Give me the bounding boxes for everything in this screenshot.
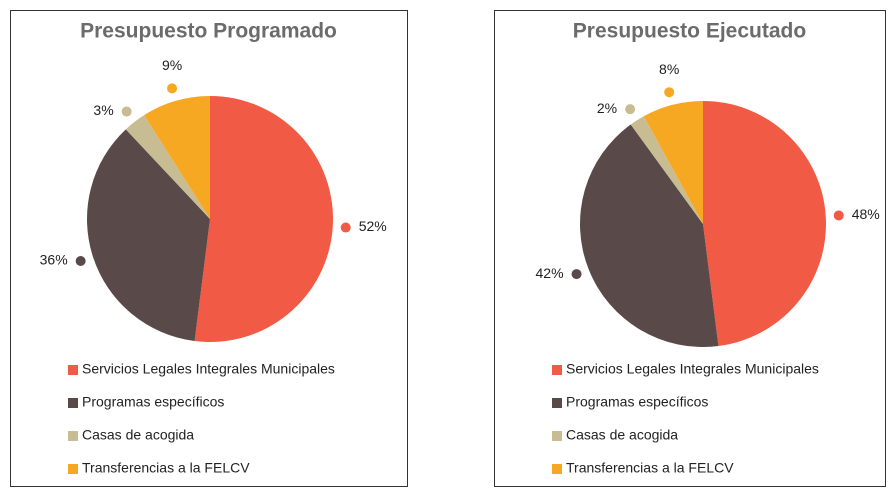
label-dot <box>167 83 178 94</box>
legend-swatch <box>552 464 562 474</box>
legend-swatch <box>68 398 78 408</box>
legend-label: Servicios Legales Integrales Municipales <box>82 361 335 377</box>
data-label: 52% <box>359 218 387 234</box>
pie-slice <box>579 124 719 348</box>
pie-slice <box>144 96 210 219</box>
label-dot <box>340 222 351 233</box>
pie-slice <box>643 101 703 224</box>
chart-title: Presupuesto Programado <box>80 20 337 43</box>
pie-slice <box>630 116 703 224</box>
pie-slice <box>86 129 210 342</box>
legend-label: Transferencias a la FELCV <box>82 460 250 476</box>
pie-slice <box>194 96 333 342</box>
legend-label: Servicios Legales Integrales Municipales <box>566 361 819 377</box>
pie-slice <box>703 101 827 347</box>
legend-label: Programas específicos <box>82 394 224 410</box>
legend-swatch <box>68 431 78 441</box>
data-label: 42% <box>536 265 564 281</box>
legend-swatch <box>68 464 78 474</box>
legend-swatch <box>68 365 78 375</box>
data-label: 36% <box>40 252 68 268</box>
label-dot <box>625 104 636 115</box>
data-label: 9% <box>162 57 182 73</box>
chart-title: Presupuesto Ejecutado <box>573 20 806 43</box>
data-label: 48% <box>852 206 880 222</box>
data-label: 2% <box>597 100 617 116</box>
legend-label: Casas de acogida <box>566 427 678 443</box>
data-label: 8% <box>659 61 679 77</box>
legend-swatch <box>552 398 562 408</box>
legend-swatch <box>552 365 562 375</box>
label-dot <box>121 106 132 117</box>
legend-swatch <box>552 431 562 441</box>
legend-label: Casas de acogida <box>82 427 194 443</box>
data-label: 3% <box>93 102 113 118</box>
pie-slice <box>125 115 210 219</box>
label-dot <box>664 87 675 98</box>
label-dot <box>833 210 844 221</box>
legend-label: Programas específicos <box>566 394 708 410</box>
label-dot <box>75 256 86 267</box>
legend-label: Transferencias a la FELCV <box>566 460 734 476</box>
label-dot <box>571 269 582 280</box>
